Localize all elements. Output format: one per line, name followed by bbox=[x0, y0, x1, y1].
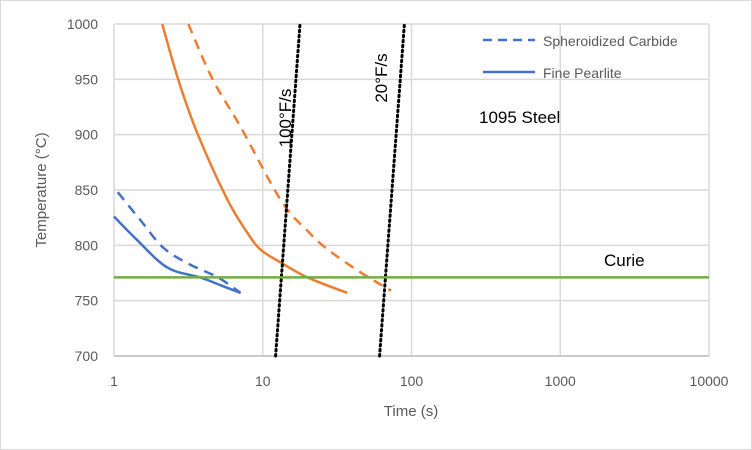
x-axis-label: Time (s) bbox=[384, 403, 438, 420]
series-lines bbox=[113, 22, 709, 358]
tick-labels: 700 750 800 850 900 950 1000 1 10 100 1000 10000 bbox=[67, 16, 729, 389]
y-tick-label: 1000 bbox=[67, 16, 98, 32]
x-tick-label: 100 bbox=[400, 373, 424, 389]
x-tick-label: 1 bbox=[110, 373, 118, 389]
series-line-100-f-s bbox=[274, 22, 302, 358]
x-tick-label: 10000 bbox=[690, 373, 729, 389]
legend-label-pearlite: Fine Pearlite bbox=[543, 65, 622, 81]
legend: Spheroidized Carbide Fine Pearlite bbox=[483, 33, 678, 81]
annotation-curie: Curie bbox=[604, 251, 645, 270]
annotation-100f: 100°F/s bbox=[276, 89, 295, 148]
y-tick-label: 900 bbox=[75, 127, 99, 143]
y-tick-label: 750 bbox=[75, 293, 99, 309]
x-tick-label: 10 bbox=[255, 373, 271, 389]
y-axis-label: Temperature (°C) bbox=[33, 132, 50, 247]
y-tick-label: 700 bbox=[75, 348, 99, 364]
annotation-20f: 20°F/s bbox=[372, 53, 391, 102]
legend-label-spheroidized: Spheroidized Carbide bbox=[543, 33, 678, 49]
series-line-fine-pearlite-orange- bbox=[161, 23, 348, 295]
y-tick-label: 950 bbox=[75, 71, 99, 87]
annotation-steel: 1095 Steel bbox=[479, 108, 560, 127]
grid bbox=[113, 23, 710, 357]
y-tick-label: 800 bbox=[75, 237, 99, 253]
series-line-fine-pearlite-blue- bbox=[113, 215, 242, 295]
series-line-spheroidized-carbide-blue- bbox=[116, 191, 242, 294]
y-tick-label: 850 bbox=[75, 182, 99, 198]
series-line-20-f-s bbox=[378, 22, 406, 358]
x-tick-label: 1000 bbox=[545, 373, 576, 389]
